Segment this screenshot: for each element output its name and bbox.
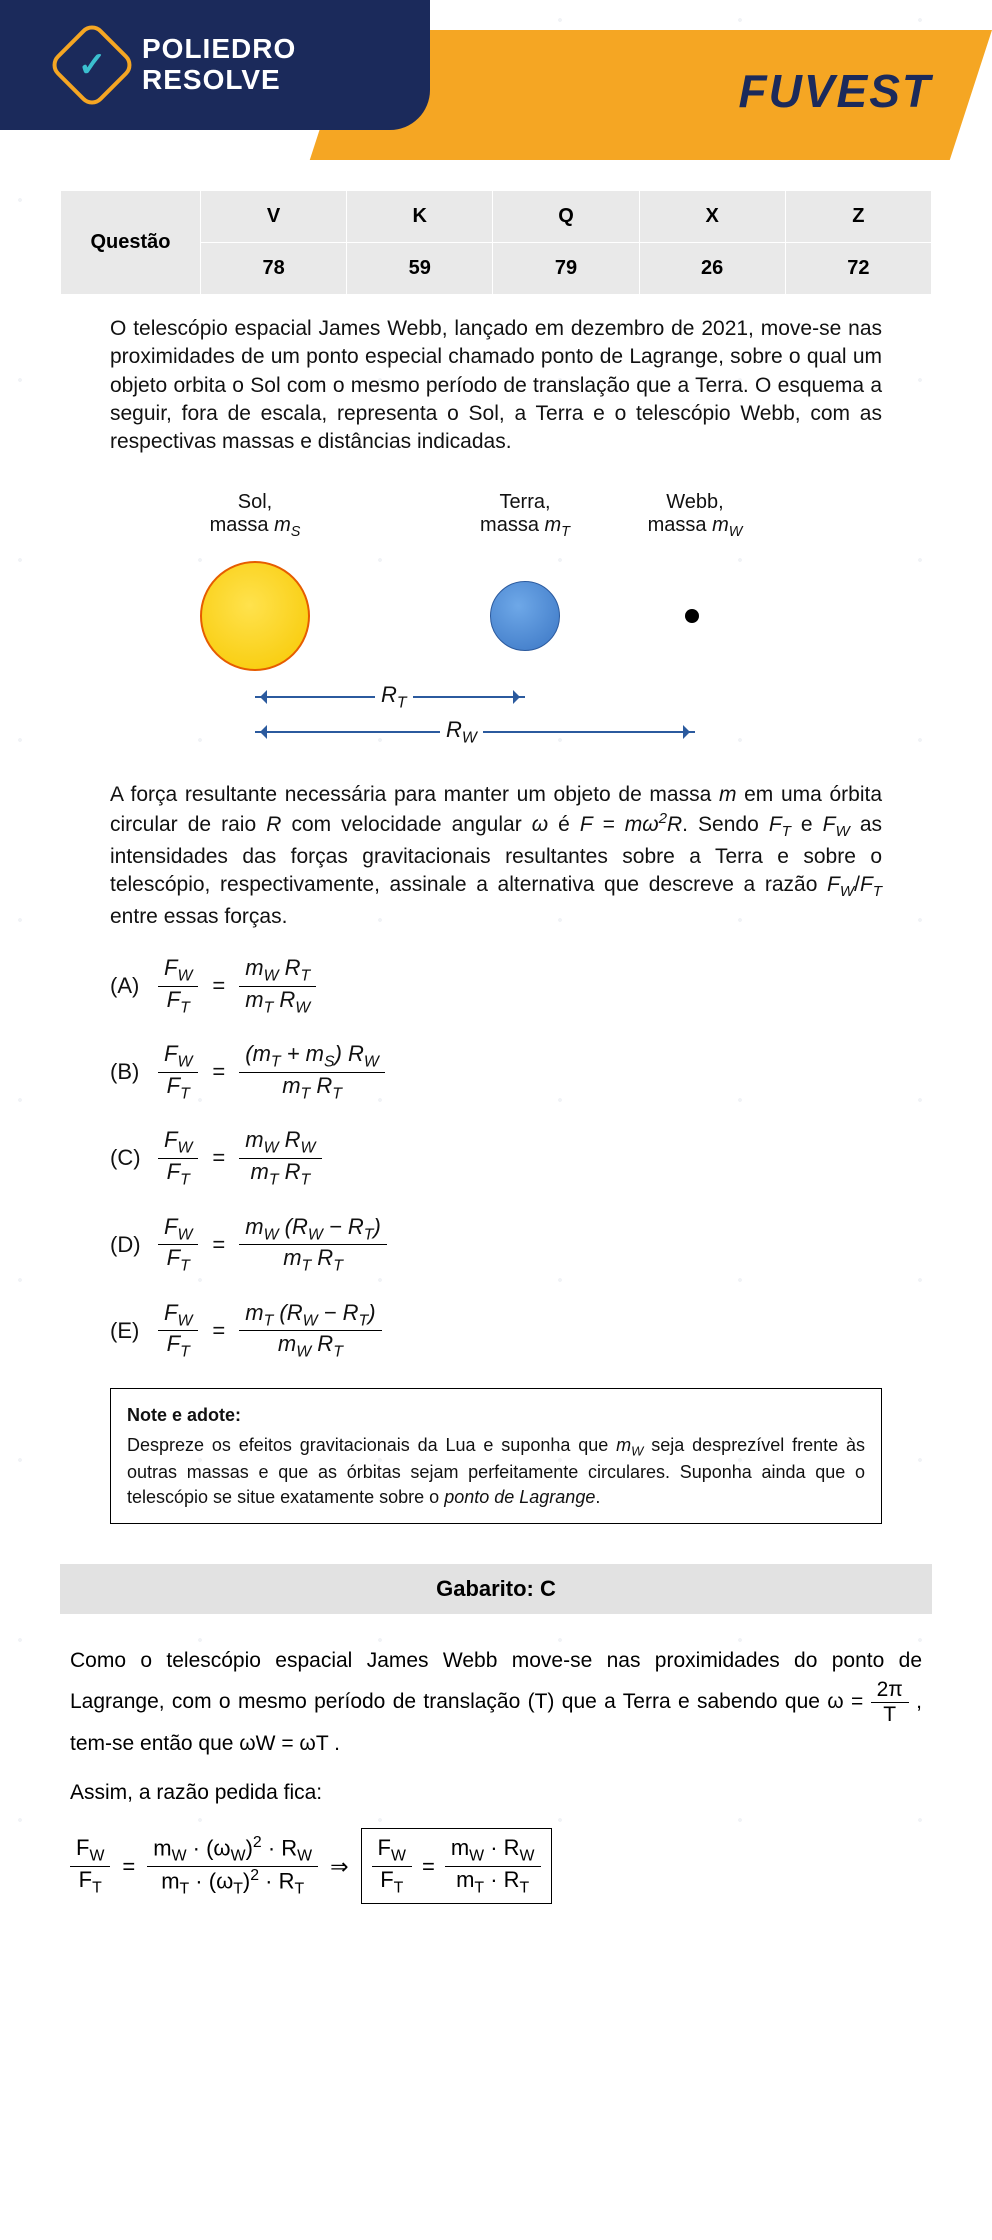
option-D: (D) FWFT = mW (RW − RT)mT RT	[110, 1214, 882, 1276]
col-Q: Q	[493, 191, 639, 243]
val-X: 26	[639, 243, 785, 295]
sol-label: Sol,	[238, 491, 272, 513]
table-rowhead: Questão	[61, 191, 201, 295]
terra-mass: massa mT	[480, 514, 570, 536]
col-Z: Z	[785, 191, 931, 243]
options-list: (A) FWFT = mW RTmT RW (B) FWFT = (mT + m…	[110, 955, 882, 1362]
header-blue-bg: ✓ POLIEDRO RESOLVE	[0, 0, 430, 130]
solution-p2: Assim, a razão pedida fica:	[70, 1776, 922, 1810]
webb-mass: massa mW	[648, 514, 743, 536]
label-rw: RW	[440, 717, 483, 747]
question-number-table: Questão V K Q X Z 78 59 79 26 72	[60, 190, 932, 295]
solution-text: Como o telescópio espacial James Webb mo…	[70, 1644, 922, 1904]
option-B: (B) FWFT = (mT + mS) RWmT RT	[110, 1041, 882, 1103]
exam-name: FUVEST	[739, 64, 932, 118]
note-title: Note e adote:	[127, 1403, 865, 1427]
brand-line1: POLIEDRO	[142, 34, 296, 65]
question-body: O telescópio espacial James Webb, lançad…	[110, 315, 882, 1524]
question-para-1: O telescópio espacial James Webb, lançad…	[110, 315, 882, 457]
check-hex-icon: ✓	[47, 20, 138, 111]
option-A: (A) FWFT = mW RTmT RW	[110, 955, 882, 1017]
note-body: Despreze os efeitos gravitacionais da Lu…	[127, 1433, 865, 1509]
orbit-diagram: Sol, massa mS Terra, massa mT Webb, mass…	[110, 481, 882, 751]
page-header: ✓ POLIEDRO RESOLVE FUVEST	[0, 0, 992, 160]
question-para-2: A força resultante necessária para mante…	[110, 781, 882, 931]
brand-text: POLIEDRO RESOLVE	[142, 34, 296, 96]
note-box: Note e adote: Despreze os efeitos gravit…	[110, 1388, 882, 1524]
solution-p1: Como o telescópio espacial James Webb mo…	[70, 1644, 922, 1760]
label-rt: RT	[375, 682, 413, 712]
col-V: V	[201, 191, 347, 243]
val-V: 78	[201, 243, 347, 295]
brand-line2: RESOLVE	[142, 65, 296, 96]
option-C: (C) FWFT = mW RWmT RT	[110, 1127, 882, 1189]
sol-mass: massa mS	[210, 514, 301, 536]
option-E: (E) FWFT = mT (RW − RT)mW RT	[110, 1300, 882, 1362]
val-K: 59	[347, 243, 493, 295]
col-X: X	[639, 191, 785, 243]
boxed-result: FWFT = mW · RW mT · RT	[361, 1828, 552, 1904]
val-Z: 72	[785, 243, 931, 295]
val-Q: 79	[493, 243, 639, 295]
webb-label: Webb,	[666, 491, 723, 513]
sun-icon	[200, 561, 310, 671]
answer-bar: Gabarito: C	[60, 1564, 932, 1614]
webb-icon	[685, 609, 699, 623]
earth-icon	[490, 581, 560, 651]
terra-label: Terra,	[499, 491, 550, 513]
solution-equation: FWFT = mW · (ωW)2 · RW mT · (ωT)2 · RT ⇒…	[70, 1828, 922, 1904]
col-K: K	[347, 191, 493, 243]
